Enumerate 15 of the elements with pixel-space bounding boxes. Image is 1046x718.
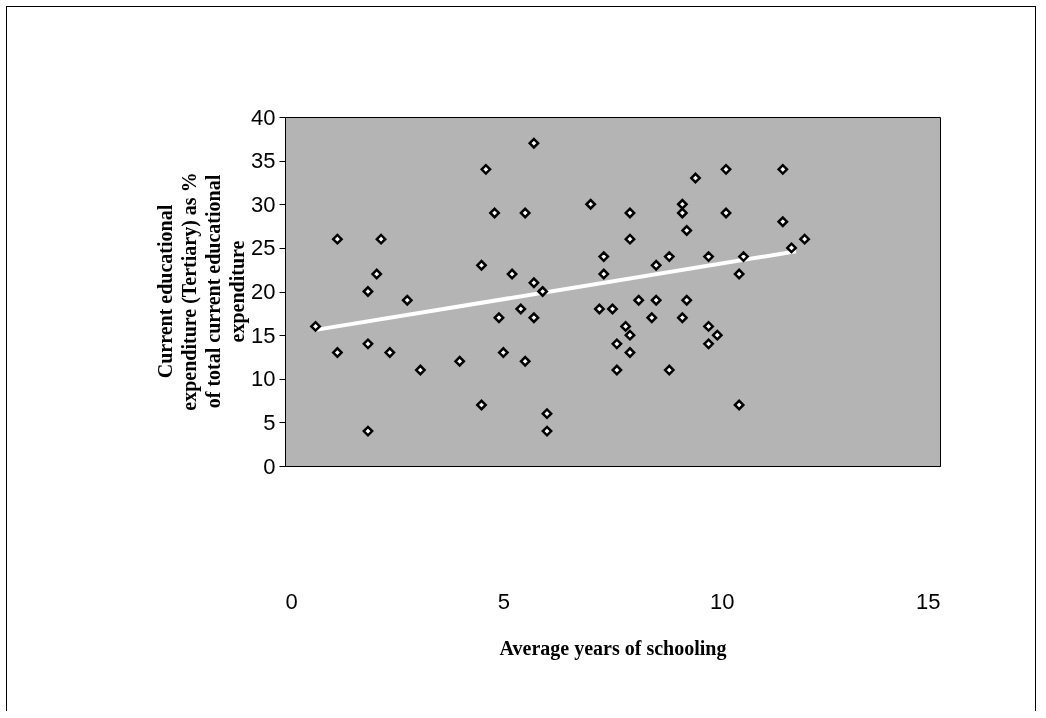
y-tick-label: 15 [251, 322, 276, 348]
y-tick-label: 40 [251, 104, 276, 130]
x-axis-title: Average years of schooling [499, 636, 727, 660]
x-tick-label: 15 [916, 588, 941, 614]
y-tick-label: 25 [251, 235, 276, 261]
x-tick-label: 5 [497, 588, 510, 614]
y-tick-label: 0 [263, 453, 276, 479]
y-tick-label: 20 [251, 279, 276, 304]
y-tick-label: 10 [251, 366, 276, 392]
y-tick-label: 35 [251, 148, 276, 174]
y-axis-title: Current educational expenditure (Tertiary) as % of total current educational expenditure [153, 172, 249, 411]
x-tick-label: 10 [709, 588, 735, 614]
y-tick-label: 5 [263, 409, 276, 435]
y-tick-label: 30 [251, 191, 276, 217]
x-tick-label: 0 [285, 588, 298, 614]
